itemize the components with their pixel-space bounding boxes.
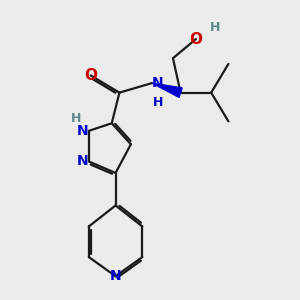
Text: O: O [189,32,203,46]
Text: O: O [84,68,97,83]
Text: H: H [210,21,220,34]
Text: H: H [71,112,81,125]
Text: N: N [152,76,164,90]
Text: H: H [153,96,163,109]
Polygon shape [152,83,182,98]
Text: N: N [77,154,89,169]
Text: N: N [77,124,89,138]
Text: N: N [110,269,122,283]
